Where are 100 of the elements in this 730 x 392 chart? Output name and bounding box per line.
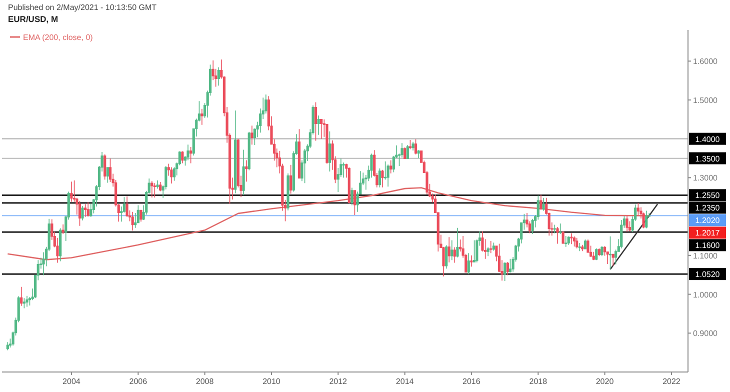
y-tick-label: 1.5000	[693, 96, 718, 105]
candlestick	[320, 118, 323, 140]
x-tick-label: 2008	[196, 377, 214, 386]
candlestick	[386, 164, 390, 188]
candlestick	[598, 248, 601, 257]
candlestick	[170, 166, 173, 184]
candlestick	[353, 190, 356, 216]
candlestick	[576, 238, 578, 249]
candlestick	[620, 220, 623, 249]
x-tick-label: 2012	[329, 377, 348, 386]
ref-line-label: 1.1600	[695, 241, 720, 250]
candlestick	[414, 138, 418, 155]
candlestick	[450, 240, 454, 260]
candlestick	[59, 228, 62, 262]
candlestick	[26, 295, 28, 308]
candlestick	[370, 153, 373, 178]
candlestick	[504, 262, 506, 282]
candlestick	[150, 180, 154, 198]
candlestick	[559, 223, 562, 234]
candlestick	[314, 102, 318, 142]
candlestick	[406, 144, 409, 160]
candlestick	[153, 182, 156, 198]
candlestick	[156, 180, 159, 189]
candlestick	[564, 236, 568, 248]
candlestick	[486, 246, 490, 257]
candlestick	[317, 115, 320, 136]
candlestick	[136, 204, 140, 224]
candlestick	[381, 170, 384, 188]
candlestick	[20, 286, 23, 306]
x-tick-label: 2014	[396, 377, 414, 386]
candlestick	[104, 154, 106, 180]
candlestick	[348, 166, 350, 204]
candlestick	[492, 242, 496, 252]
candlestick	[248, 131, 250, 171]
candlestick	[567, 236, 570, 246]
candlestick	[531, 218, 534, 234]
candlestick	[562, 230, 564, 244]
candlestick	[445, 244, 448, 270]
ref-line-label: 1.4000	[695, 134, 720, 144]
candlestick	[126, 196, 128, 218]
y-tick-label: 0.9000	[693, 329, 718, 338]
candlestick	[581, 244, 584, 252]
candlestick	[645, 210, 648, 229]
candlestick	[140, 210, 142, 222]
x-tick-label: 2020	[596, 377, 614, 386]
y-tick-label: 1.0000	[693, 290, 718, 300]
candlestick	[608, 236, 612, 270]
candlestick	[612, 253, 614, 266]
candlestick	[86, 202, 90, 217]
candlestick	[6, 342, 9, 351]
candlestick	[106, 166, 109, 184]
candlestick	[490, 240, 492, 254]
candlestick	[584, 239, 587, 250]
candlestick	[417, 150, 420, 159]
candlestick	[286, 173, 290, 211]
candlestick	[304, 148, 306, 184]
candlestick	[70, 181, 73, 202]
text: EMA (200, close, 0)	[23, 33, 94, 42]
x-tick-label: 2022	[662, 377, 681, 386]
candlestick	[242, 149, 245, 196]
candlestick	[173, 166, 176, 182]
candlestick	[600, 246, 604, 257]
candlestick	[578, 242, 581, 252]
candlestick	[508, 258, 512, 273]
candlestick	[472, 240, 476, 263]
candlestick	[342, 162, 345, 178]
candlestick	[181, 150, 184, 164]
candlestick	[540, 194, 542, 210]
candlestick	[506, 262, 509, 276]
candlestick	[553, 224, 556, 234]
candlestick	[542, 197, 545, 212]
candlestick	[390, 160, 392, 174]
x-tick-label: 2018	[529, 377, 548, 386]
text: 1.2017	[695, 228, 720, 238]
candlestick	[108, 158, 112, 182]
candlestick	[408, 140, 412, 150]
candlestick	[250, 125, 254, 146]
candlestick	[448, 236, 450, 263]
candlestick	[636, 202, 640, 216]
text: Published on 2/May/2021 - 10:13:50 GMT	[8, 3, 157, 12]
ref-line-label: 1.0520	[695, 270, 720, 280]
ref-line-label: 1.2350	[695, 204, 720, 213]
y-tick-label: 1.3000	[693, 174, 718, 183]
chart-title: EUR/USD, M	[8, 14, 58, 24]
candlestick	[467, 252, 470, 274]
candlestick	[298, 128, 301, 179]
candlestick	[131, 211, 134, 231]
candlestick	[217, 66, 220, 86]
candlestick	[404, 146, 406, 160]
candlestick	[328, 131, 332, 172]
candlestick	[159, 182, 162, 192]
y-tick-label: 1.6000	[693, 57, 718, 66]
ref-line-label: 1.3500	[695, 154, 720, 164]
candlestick	[412, 142, 414, 151]
candlestick	[326, 124, 328, 164]
x-tick-label: 2006	[129, 377, 148, 386]
candlestick	[234, 110, 237, 194]
candlestick	[456, 227, 459, 258]
candlestick	[290, 164, 292, 194]
candlestick	[350, 187, 354, 206]
